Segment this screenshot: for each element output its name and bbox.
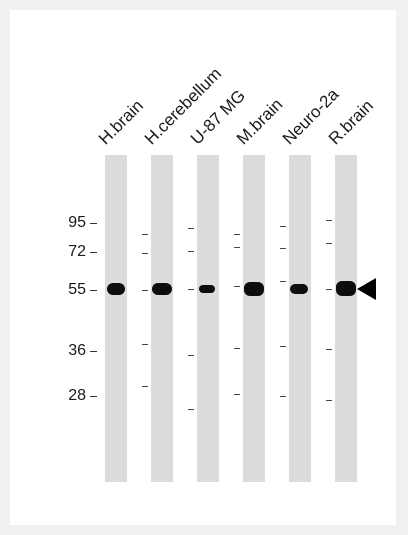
western-blot-panel: H.brain H.cerebellum U-87 MG M.brain Neu… <box>10 10 396 525</box>
ladder-tick <box>280 248 286 249</box>
ladder-tick <box>234 394 240 395</box>
ladder-tick <box>188 289 194 290</box>
ladder-tick <box>234 247 240 248</box>
mw-tick-72 <box>90 252 97 253</box>
ladder-tick <box>234 348 240 349</box>
ladder-tick <box>234 234 240 235</box>
lane-u87mg <box>197 155 219 482</box>
ladder-tick <box>142 234 148 235</box>
ladder-tick <box>326 349 332 350</box>
ladder-tick <box>280 346 286 347</box>
ladder-tick <box>188 409 194 410</box>
band-r-brain <box>336 281 356 296</box>
ladder-tick <box>142 386 148 387</box>
lane-r-brain <box>335 155 357 482</box>
mw-tick-55 <box>90 290 97 291</box>
band-h-cerebellum <box>152 283 172 295</box>
ladder-tick <box>188 355 194 356</box>
ladder-tick <box>188 228 194 229</box>
ladder-tick <box>280 226 286 227</box>
mw-label-28: 28 <box>68 387 86 404</box>
ladder-tick <box>188 251 194 252</box>
ladder-tick <box>280 396 286 397</box>
ladder-tick <box>326 220 332 221</box>
mw-label-95: 95 <box>68 214 86 231</box>
ladder-tick <box>142 344 148 345</box>
ladder-tick <box>142 290 148 291</box>
ladder-tick <box>326 289 332 290</box>
ladder-tick <box>326 243 332 244</box>
mw-tick-28 <box>90 396 97 397</box>
ladder-tick <box>326 400 332 401</box>
lane-label-h-brain: H.brain <box>94 96 148 149</box>
band-h-brain <box>107 283 125 295</box>
lane-h-cerebellum <box>151 155 173 482</box>
mw-label-55: 55 <box>68 281 86 298</box>
ladder-tick <box>280 281 286 282</box>
band-neuro-2a <box>290 284 308 294</box>
band-u87mg <box>199 285 215 293</box>
ladder-tick <box>142 253 148 254</box>
mw-tick-36 <box>90 351 97 352</box>
target-band-arrow-icon <box>357 278 376 300</box>
ladder-tick <box>234 286 240 287</box>
lane-h-brain <box>105 155 127 482</box>
lane-neuro-2a <box>289 155 311 482</box>
mw-label-36: 36 <box>68 342 86 359</box>
mw-label-72: 72 <box>68 243 86 260</box>
lane-m-brain <box>243 155 265 482</box>
mw-tick-95 <box>90 223 97 224</box>
band-m-brain <box>244 282 264 296</box>
